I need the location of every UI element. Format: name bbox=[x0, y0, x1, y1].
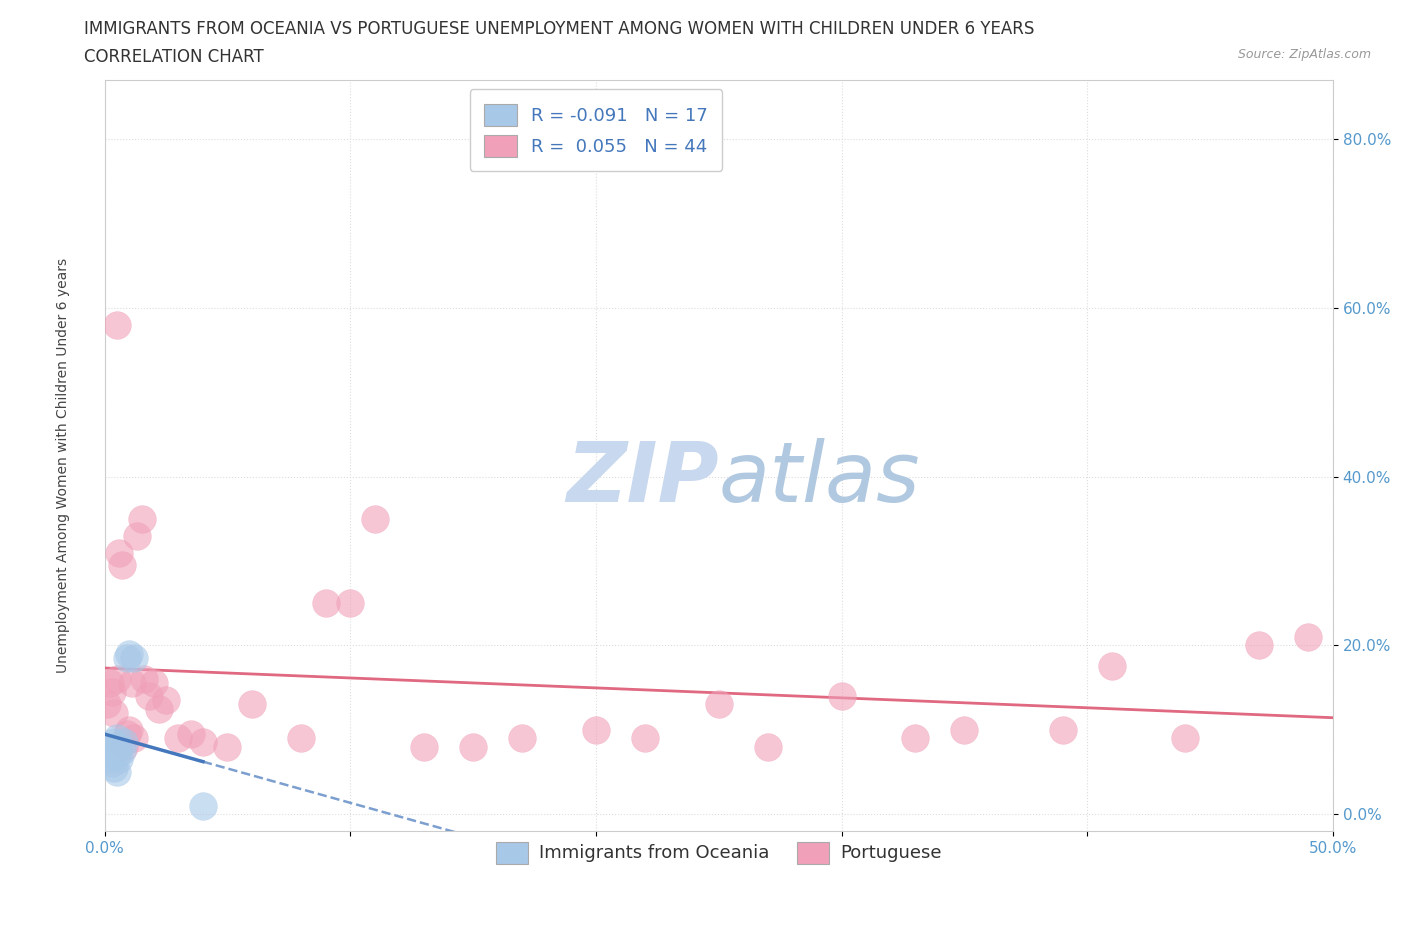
Text: atlas: atlas bbox=[718, 438, 921, 519]
Text: Unemployment Among Women with Children Under 6 years: Unemployment Among Women with Children U… bbox=[56, 258, 70, 672]
Point bbox=[240, 697, 263, 711]
Point bbox=[1296, 630, 1319, 644]
Point bbox=[1249, 638, 1271, 653]
Text: IMMIGRANTS FROM OCEANIA VS PORTUGUESE UNEMPLOYMENT AMONG WOMEN WITH CHILDREN UND: IMMIGRANTS FROM OCEANIA VS PORTUGUESE UN… bbox=[84, 20, 1035, 38]
Point bbox=[115, 651, 138, 666]
Point bbox=[364, 512, 387, 526]
Point bbox=[125, 528, 148, 543]
Point bbox=[290, 731, 312, 746]
Point bbox=[510, 731, 533, 746]
Point bbox=[105, 731, 128, 746]
Text: Source: ZipAtlas.com: Source: ZipAtlas.com bbox=[1237, 48, 1371, 61]
Point bbox=[118, 723, 141, 737]
Point bbox=[1052, 723, 1074, 737]
Point bbox=[108, 751, 131, 766]
Point bbox=[155, 693, 177, 708]
Point bbox=[108, 545, 131, 560]
Point bbox=[132, 671, 155, 686]
Point bbox=[904, 731, 927, 746]
Point bbox=[122, 731, 145, 746]
Point bbox=[138, 688, 160, 703]
Point bbox=[105, 317, 128, 332]
Point bbox=[191, 735, 214, 750]
Point bbox=[115, 726, 138, 741]
Point bbox=[98, 676, 121, 691]
Point bbox=[180, 726, 202, 741]
Point bbox=[756, 739, 779, 754]
Point bbox=[103, 760, 125, 775]
Point bbox=[142, 676, 165, 691]
Point bbox=[707, 697, 730, 711]
Point bbox=[131, 512, 153, 526]
Text: CORRELATION CHART: CORRELATION CHART bbox=[84, 48, 264, 66]
Point bbox=[315, 596, 337, 611]
Point bbox=[1174, 731, 1197, 746]
Point bbox=[105, 671, 128, 686]
Point bbox=[634, 731, 657, 746]
Point bbox=[217, 739, 239, 754]
Point bbox=[96, 697, 118, 711]
Point bbox=[103, 706, 125, 721]
Point bbox=[148, 701, 170, 716]
Point bbox=[105, 764, 128, 779]
Text: ZIP: ZIP bbox=[567, 438, 718, 519]
Point bbox=[111, 558, 134, 573]
Point bbox=[118, 646, 141, 661]
Point bbox=[105, 748, 128, 763]
Point bbox=[121, 676, 143, 691]
Point bbox=[339, 596, 361, 611]
Point bbox=[108, 739, 131, 754]
Point bbox=[112, 739, 135, 754]
Point bbox=[101, 756, 124, 771]
Point bbox=[101, 739, 124, 754]
Point bbox=[112, 735, 135, 750]
Point bbox=[111, 743, 134, 758]
Point bbox=[122, 651, 145, 666]
Point bbox=[461, 739, 484, 754]
Point bbox=[98, 751, 121, 766]
Point bbox=[585, 723, 607, 737]
Legend: Immigrants from Oceania, Portuguese: Immigrants from Oceania, Portuguese bbox=[489, 834, 949, 870]
Point bbox=[1101, 659, 1123, 674]
Point bbox=[96, 743, 118, 758]
Point bbox=[101, 684, 124, 699]
Point bbox=[953, 723, 976, 737]
Point bbox=[191, 798, 214, 813]
Point bbox=[831, 688, 853, 703]
Point bbox=[167, 731, 190, 746]
Point bbox=[103, 735, 125, 750]
Point bbox=[413, 739, 436, 754]
